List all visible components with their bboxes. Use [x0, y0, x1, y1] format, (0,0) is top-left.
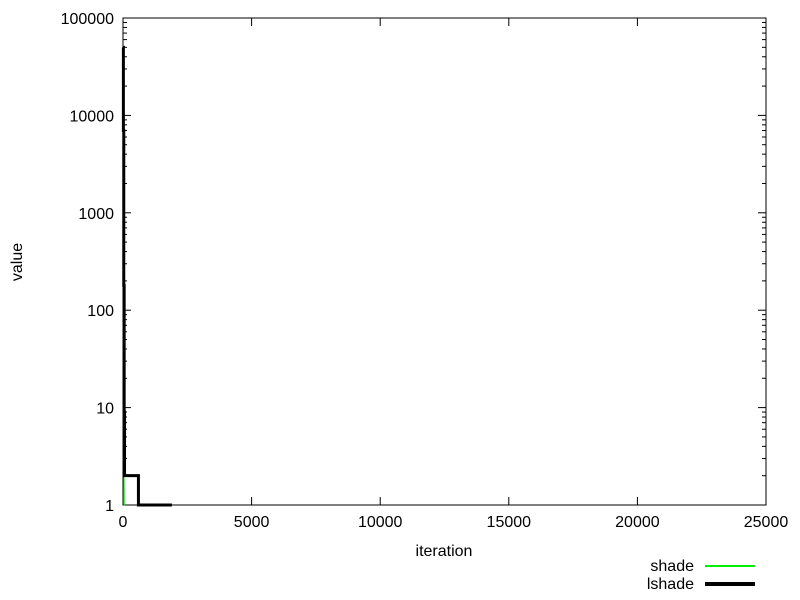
series-line-lshade [121, 45, 172, 507]
y-tick-label: 100 [87, 303, 114, 320]
legend-label-lshade: lshade [647, 576, 694, 593]
x-tick-label: 20000 [615, 514, 660, 531]
x-axis-title: iteration [416, 543, 473, 560]
x-tick-label: 10000 [358, 514, 403, 531]
y-axis-title: value [9, 243, 26, 281]
axis-ticks: 0 5000 10000 15000 20000 25000 1 10 100 1000 10000… [61, 11, 789, 531]
x-tick-label: 15000 [487, 514, 532, 531]
y-tick-label: 1000 [78, 206, 114, 223]
x-tick-label: 0 [119, 514, 128, 531]
y-tick-label: 1 [105, 498, 114, 515]
y-tick-label: 10000 [70, 108, 115, 125]
series-layer [121, 45, 172, 507]
y-tick-label: 100000 [61, 11, 114, 28]
y-tick-label: 10 [96, 401, 114, 418]
x-tick-label: 25000 [744, 514, 789, 531]
plot-frame [122, 17, 767, 506]
x-tick-label: 5000 [234, 514, 270, 531]
legend-label-shade: shade [650, 558, 694, 575]
